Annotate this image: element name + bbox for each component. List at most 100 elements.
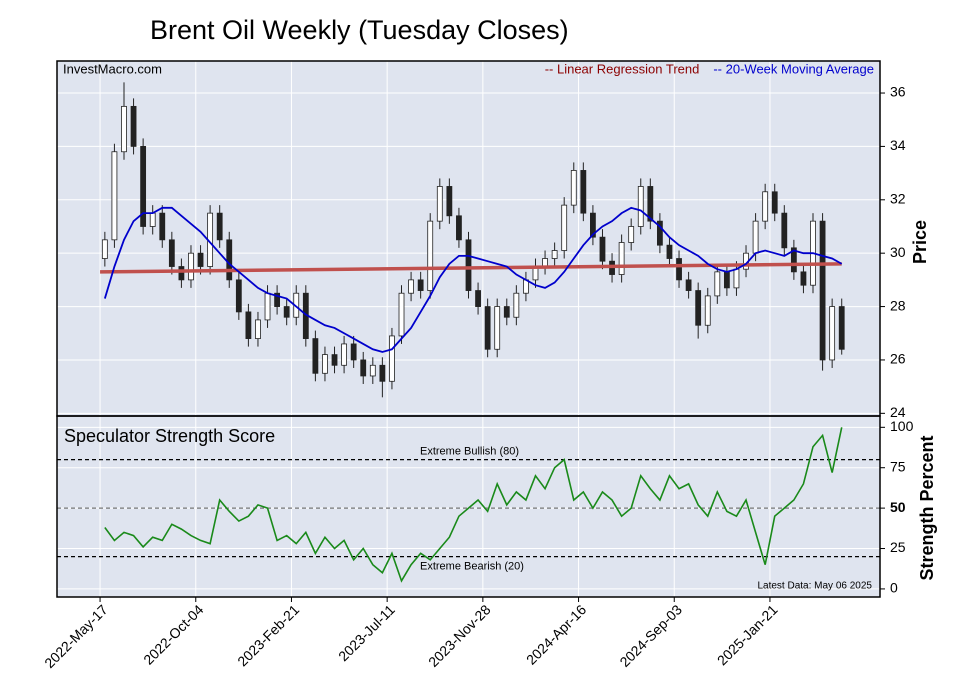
candle-body: [264, 292, 271, 321]
y-tick-label: 75: [890, 458, 906, 474]
candle-body: [274, 292, 281, 307]
candle-body: [628, 226, 635, 243]
candle-body: [590, 212, 596, 238]
x-tick-label: 2023-Feb-21: [234, 601, 302, 669]
candle-body: [436, 186, 443, 222]
panel-title: Speculator Strength Score: [64, 426, 275, 446]
candle-body: [800, 271, 807, 286]
note: Latest Data: May 06 2025: [757, 581, 872, 592]
y-tick-label: 24: [890, 404, 906, 420]
y-tick-label: 36: [890, 84, 906, 100]
candle-body: [513, 292, 520, 318]
y-axis-label: Price: [910, 220, 930, 264]
candle-body: [245, 311, 252, 339]
y-tick-label: 26: [890, 351, 906, 367]
candle-body: [121, 105, 127, 153]
candle-body: [599, 236, 606, 262]
candle-body: [475, 290, 481, 307]
candle-body: [389, 335, 395, 382]
x-tick-label: 2023-Nov-28: [425, 601, 494, 670]
candle-body: [551, 250, 558, 259]
candle-body: [781, 212, 788, 249]
candle-body: [666, 244, 673, 259]
candle-body: [618, 242, 625, 275]
candle-body: [465, 239, 472, 291]
candle-body: [312, 338, 319, 374]
candle-body: [790, 247, 797, 273]
source: InvestMacro.com: [63, 61, 162, 76]
chart-title: Brent Oil Weekly (Tuesday Closes): [150, 15, 569, 45]
candle-body: [149, 212, 156, 227]
candle-body: [283, 306, 290, 318]
reference-label: Extreme Bearish (20): [420, 561, 524, 573]
candle-body: [130, 105, 137, 147]
candle-body: [255, 319, 261, 339]
moving-average: [103, 206, 843, 353]
candle-body: [494, 306, 501, 350]
candle-body: [714, 271, 721, 297]
candle-body: [101, 239, 108, 259]
legend-entry: -- Linear Regression Trend: [545, 61, 700, 76]
candle-body: [829, 306, 836, 361]
candle-body: [656, 220, 663, 246]
candle-body: [503, 306, 510, 318]
candle-body: [331, 354, 338, 366]
x-tick-label: 2022-Oct-04: [140, 601, 206, 667]
candle-body: [733, 268, 740, 289]
y-tick-label: 100: [890, 418, 914, 434]
y-tick-label: 0: [890, 580, 898, 596]
legend-entry: -- 20-Week Moving Average: [713, 61, 874, 76]
plot-layer: [57, 61, 880, 597]
candle-body: [408, 279, 414, 294]
candle-body: [838, 306, 845, 350]
candle-body: [561, 204, 568, 251]
candle-body: [484, 306, 491, 350]
candle-body: [446, 186, 453, 217]
candle-body: [216, 212, 223, 241]
candle-body: [676, 258, 682, 281]
candle-body: [360, 359, 367, 377]
y-tick-label: 32: [890, 191, 906, 207]
x-tick-label: 2022-May-17: [41, 601, 111, 671]
candle-body: [197, 252, 204, 267]
candle-body: [140, 146, 147, 227]
candle-body: [637, 186, 644, 227]
trend-line: [100, 262, 842, 274]
candle-body: [427, 220, 434, 291]
candle-body: [570, 170, 577, 206]
candle-body: [111, 151, 118, 241]
candle-body: [341, 343, 347, 366]
candle-body: [771, 191, 778, 214]
y-axis-label: Strength Percent: [917, 435, 937, 580]
x-tick-label: 2025-Jan-21: [714, 601, 781, 668]
candle-body: [159, 212, 166, 241]
candle-body: [178, 266, 185, 281]
x-tick-label: 2023-Jul-11: [335, 601, 398, 664]
candle-body: [398, 292, 405, 337]
candle-body: [168, 239, 175, 267]
candle-body: [752, 220, 759, 254]
y-tick-label: 30: [890, 244, 906, 260]
y-tick-label: 50: [890, 499, 906, 515]
y-tick-label: 28: [890, 297, 906, 313]
candle-body: [723, 271, 730, 289]
strength-line: [104, 427, 843, 583]
strength-frame: [56, 415, 881, 598]
candle-body: [685, 279, 692, 291]
candle-body: [647, 186, 654, 222]
candle-body: [379, 364, 386, 382]
candle-body: [188, 252, 194, 281]
candle-body: [417, 279, 424, 291]
candle-body: [704, 295, 711, 326]
x-tick-label: 2024-Sep-03: [616, 601, 685, 670]
y-tick-label: 34: [890, 137, 906, 153]
candle-body: [226, 239, 233, 281]
candle-body: [819, 220, 826, 361]
candle-body: [762, 191, 769, 222]
candle-body: [695, 290, 702, 326]
candle-body: [350, 343, 357, 361]
reference-label: Extreme Bullish (80): [420, 446, 519, 458]
y-tick-label: 25: [890, 539, 906, 555]
x-tick-label: 2024-Apr-16: [523, 601, 589, 667]
